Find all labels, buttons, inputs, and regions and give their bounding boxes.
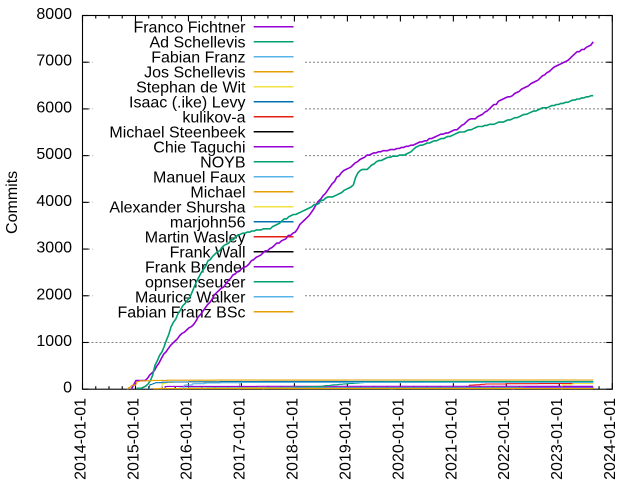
svg-text:2014-01-01: 2014-01-01 — [72, 398, 89, 480]
svg-text:Martin Wasley: Martin Wasley — [145, 229, 246, 246]
svg-text:marjohn56: marjohn56 — [170, 214, 246, 231]
svg-text:Alexander Shursha: Alexander Shursha — [109, 199, 245, 216]
svg-text:2022-01-01: 2022-01-01 — [496, 398, 513, 480]
svg-text:2020-01-01: 2020-01-01 — [390, 398, 407, 480]
svg-text:1000: 1000 — [36, 333, 72, 350]
svg-text:2021-01-01: 2021-01-01 — [443, 398, 460, 480]
svg-text:2017-01-01: 2017-01-01 — [231, 398, 248, 480]
svg-text:2019-01-01: 2019-01-01 — [337, 398, 354, 480]
svg-text:Fabian Franz: Fabian Franz — [151, 49, 245, 66]
svg-text:3000: 3000 — [36, 240, 72, 257]
svg-text:2016-01-01: 2016-01-01 — [178, 398, 195, 480]
svg-text:Frank Brendel: Frank Brendel — [145, 259, 246, 276]
svg-text:Jos Schellevis: Jos Schellevis — [144, 64, 245, 81]
svg-text:6000: 6000 — [36, 99, 72, 116]
svg-text:NOYB: NOYB — [200, 154, 245, 171]
svg-text:7000: 7000 — [36, 53, 72, 70]
svg-text:2018-01-01: 2018-01-01 — [284, 398, 301, 480]
svg-text:Commits: Commits — [4, 171, 21, 234]
svg-text:Michael Steenbeek: Michael Steenbeek — [109, 124, 246, 141]
svg-text:Ad Schellevis: Ad Schellevis — [149, 34, 245, 51]
svg-text:Chie Taguchi: Chie Taguchi — [153, 139, 245, 156]
svg-text:2000: 2000 — [36, 286, 72, 303]
svg-text:Frank Wall: Frank Wall — [170, 244, 246, 261]
svg-text:Stephan de Wit: Stephan de Wit — [136, 79, 246, 96]
svg-text:2023-01-01: 2023-01-01 — [549, 398, 566, 480]
svg-text:Michael: Michael — [190, 184, 245, 201]
svg-text:5000: 5000 — [36, 146, 72, 163]
svg-text:Fabian Franz BSc: Fabian Franz BSc — [117, 304, 245, 321]
svg-text:Franco Fichtner: Franco Fichtner — [133, 19, 246, 36]
svg-text:Isaac (.ike) Levy: Isaac (.ike) Levy — [129, 94, 245, 111]
svg-text:Manuel Faux: Manuel Faux — [153, 169, 246, 186]
svg-text:kulikov-a: kulikov-a — [182, 109, 245, 126]
svg-text:4000: 4000 — [36, 193, 72, 210]
svg-text:0: 0 — [63, 380, 72, 397]
svg-text:2024-01-01: 2024-01-01 — [602, 398, 619, 480]
svg-text:2015-01-01: 2015-01-01 — [125, 398, 142, 480]
svg-text:Maurice Walker: Maurice Walker — [135, 289, 246, 306]
svg-text:8000: 8000 — [36, 6, 72, 23]
